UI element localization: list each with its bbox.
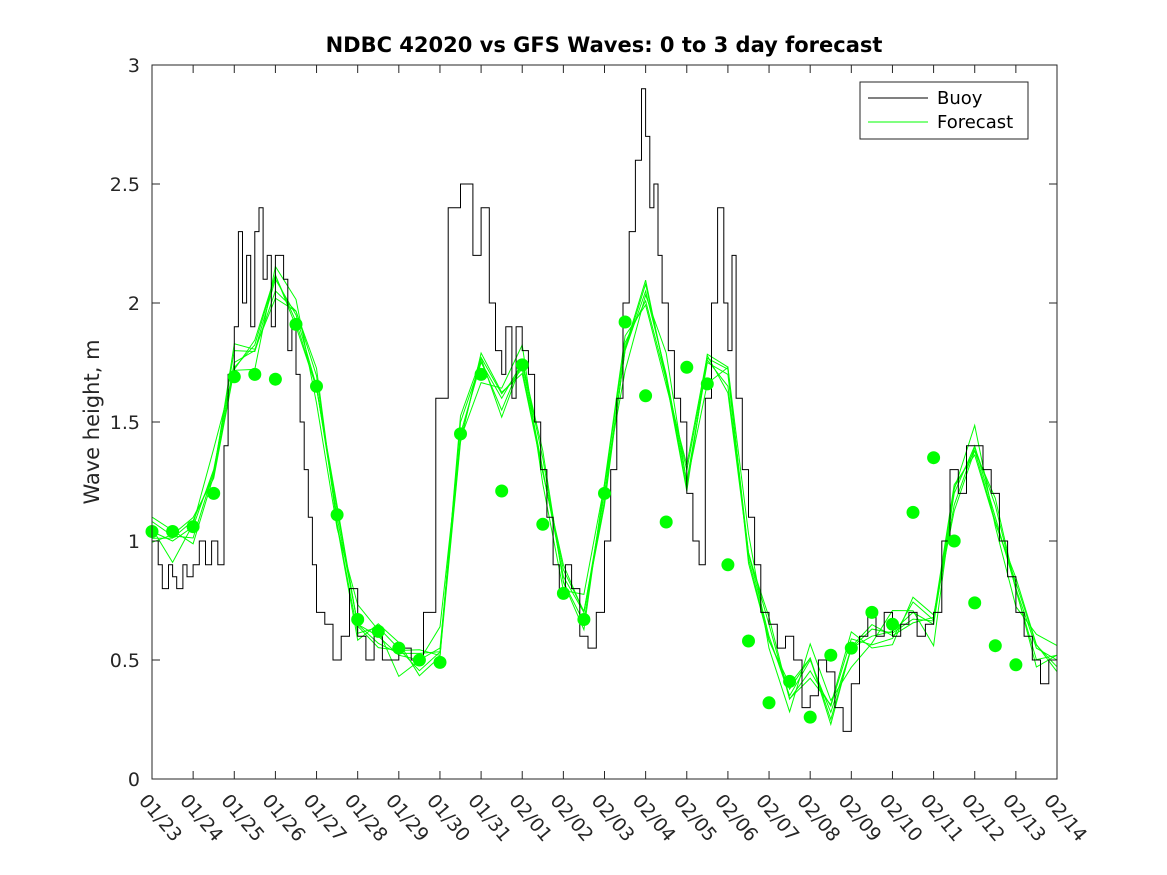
forecast-point [495, 484, 509, 498]
forecast-point [639, 389, 653, 403]
forecast-point [659, 515, 673, 529]
forecast-point [310, 379, 323, 393]
forecast-point [536, 517, 550, 531]
forecast-point [803, 710, 817, 724]
y-tick-label: 0 [128, 769, 140, 791]
forecast-point [618, 315, 632, 329]
forecast-line [151, 273, 1058, 727]
forecast-point [865, 605, 879, 619]
forecast-point [988, 639, 1002, 653]
forecast-point [844, 641, 858, 655]
plot-area [152, 65, 1057, 779]
forecast-point [392, 641, 406, 655]
forecast-point [968, 596, 982, 610]
forecast-point [207, 486, 221, 500]
forecast-point [721, 558, 735, 572]
forecast-point [906, 505, 920, 519]
forecast-point [454, 427, 467, 441]
forecast-point [700, 377, 714, 391]
forecast-point [515, 358, 529, 372]
forecast-point [351, 613, 365, 626]
legend: Buoy Forecast [859, 81, 1029, 140]
forecast-point [474, 367, 488, 381]
forecast-point [947, 534, 961, 548]
y-tick-label: 1.5 [110, 412, 140, 434]
y-tick-label: 0.5 [110, 650, 140, 672]
forecast-markers [145, 315, 1023, 724]
forecast-point [680, 360, 694, 374]
forecast-point [248, 367, 262, 381]
forecast-series [151, 265, 1058, 727]
forecast-point [227, 370, 241, 384]
forecast-point [1009, 658, 1023, 672]
y-tick-label: 2.5 [110, 174, 140, 196]
forecast-point [783, 674, 797, 688]
legend-forecast-label: Forecast [937, 112, 1013, 133]
forecast-point [927, 451, 941, 465]
y-axis-ticks: 0 0.5 1 1.5 2 2.5 3 [110, 55, 1057, 791]
forecast-point [371, 624, 385, 638]
y-tick-label: 2 [128, 293, 140, 315]
forecast-line [151, 297, 1058, 706]
legend-box [859, 81, 1029, 140]
forecast-point [556, 586, 570, 600]
forecast-point [762, 696, 776, 710]
y-axis-label: Wave height, m [80, 339, 104, 504]
forecast-point [412, 653, 426, 667]
legend-buoy-label: Buoy [937, 88, 983, 109]
y-tick-label: 1 [128, 531, 140, 553]
forecast-line [151, 274, 1058, 722]
forecast-point [166, 525, 180, 538]
chart-title: NDBC 42020 vs GFS Waves: 0 to 3 day fore… [326, 33, 883, 57]
forecast-point [598, 486, 611, 500]
forecast-point [824, 648, 838, 662]
forecast-point [330, 508, 344, 522]
forecast-point [289, 317, 303, 331]
forecast-point [577, 613, 591, 626]
y-tick-label: 3 [128, 55, 140, 77]
forecast-point [186, 520, 200, 534]
forecast-point [742, 634, 755, 648]
forecast-point [268, 372, 282, 386]
forecast-point [433, 655, 447, 669]
forecast-point [886, 617, 899, 631]
